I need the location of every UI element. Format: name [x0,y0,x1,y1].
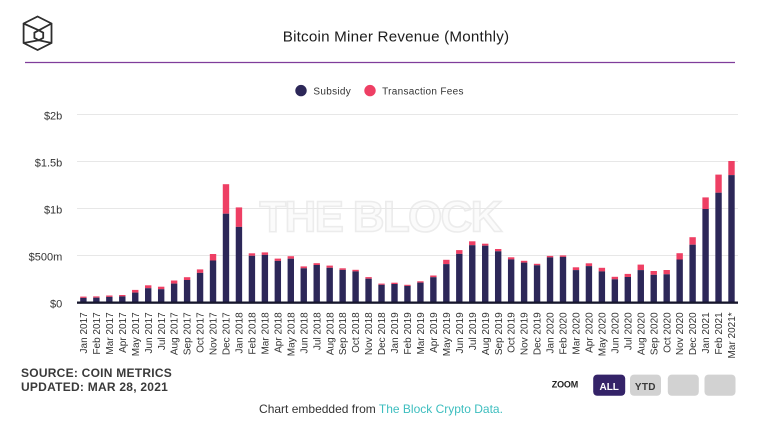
svg-text:Dec 2017: Dec 2017 [222,312,233,355]
svg-text:Jun 2017: Jun 2017 [144,312,155,354]
svg-text:YTD: YTD [635,382,656,393]
svg-text:Oct 2017: Oct 2017 [196,312,207,353]
svg-text:Sep 2018: Sep 2018 [338,312,349,355]
svg-text:$500m: $500m [29,252,63,264]
svg-text:Oct 2020: Oct 2020 [662,312,673,353]
svg-text:UPDATED: MAR 28, 2021: UPDATED: MAR 28, 2021 [21,380,168,394]
svg-text:Bitcoin Miner Revenue (Monthly: Bitcoin Miner Revenue (Monthly) [283,29,510,46]
svg-text:Jan 2018: Jan 2018 [235,312,246,354]
svg-text:Oct 2018: Oct 2018 [351,312,362,353]
svg-text:Mar 2021*: Mar 2021* [727,312,738,358]
svg-text:Feb 2018: Feb 2018 [248,312,259,355]
svg-text:Feb 2019: Feb 2019 [403,312,414,355]
svg-text:Feb 2020: Feb 2020 [559,312,570,355]
svg-text:Nov 2019: Nov 2019 [520,312,531,355]
svg-text:$0: $0 [50,299,62,311]
svg-text:Subsidy: Subsidy [313,87,351,98]
svg-text:Oct 2019: Oct 2019 [507,312,518,353]
svg-text:Jan 2019: Jan 2019 [390,312,401,354]
svg-text:Jan 2020: Jan 2020 [546,312,557,354]
svg-text:Apr 2019: Apr 2019 [429,312,440,353]
svg-text:Nov 2017: Nov 2017 [209,312,220,355]
svg-text:Dec 2019: Dec 2019 [533,312,544,355]
svg-text:Jul 2020: Jul 2020 [623,312,634,350]
svg-text:Feb 2021: Feb 2021 [714,312,725,355]
svg-text:Apr 2017: Apr 2017 [118,312,129,353]
svg-text:$1.5b: $1.5b [35,158,63,170]
svg-text:Jul 2018: Jul 2018 [312,312,323,350]
svg-text:Aug 2017: Aug 2017 [170,312,181,355]
svg-text:Transaction Fees: Transaction Fees [382,87,464,98]
svg-text:May 2017: May 2017 [131,312,142,356]
svg-text:Jun 2020: Jun 2020 [610,312,621,354]
svg-text:Jan 2021: Jan 2021 [701,312,712,354]
svg-text:Aug 2018: Aug 2018 [325,312,336,355]
svg-text:Sep 2020: Sep 2020 [649,312,660,355]
svg-text:Mar 2019: Mar 2019 [416,312,427,355]
svg-text:Mar 2017: Mar 2017 [105,312,116,355]
svg-text:Nov 2020: Nov 2020 [675,312,686,355]
svg-text:$1b: $1b [44,205,62,217]
svg-text:Jul 2017: Jul 2017 [157,312,168,350]
svg-text:Mar 2018: Mar 2018 [260,312,271,355]
svg-text:ZOOM: ZOOM [552,380,578,390]
svg-text:May 2019: May 2019 [442,312,453,356]
svg-text:May 2018: May 2018 [286,312,297,356]
svg-text:Nov 2018: Nov 2018 [364,312,375,355]
svg-text:Jun 2018: Jun 2018 [299,312,310,354]
svg-text:Jun 2019: Jun 2019 [455,312,466,354]
svg-text:Sep 2019: Sep 2019 [494,312,505,355]
svg-text:THE BLOCK: THE BLOCK [259,193,502,242]
svg-text:Jan 2017: Jan 2017 [79,312,90,354]
svg-text:Aug 2019: Aug 2019 [481,312,492,355]
svg-text:Aug 2020: Aug 2020 [636,312,647,355]
svg-text:May 2020: May 2020 [597,312,608,356]
svg-text:Feb 2017: Feb 2017 [92,312,103,355]
svg-text:Dec 2020: Dec 2020 [688,312,699,355]
svg-text:Chart embedded from The Block: Chart embedded from The Block Crypto Dat… [259,402,503,416]
svg-text:Sep 2017: Sep 2017 [183,312,194,355]
svg-text:SOURCE: COIN METRICS: SOURCE: COIN METRICS [21,366,172,380]
svg-text:Apr 2018: Apr 2018 [273,312,284,353]
svg-text:Mar 2020: Mar 2020 [572,312,583,355]
svg-text:$2b: $2b [44,111,62,123]
svg-text:Apr 2020: Apr 2020 [585,312,596,353]
svg-text:Dec 2018: Dec 2018 [377,312,388,355]
svg-text:Jul 2019: Jul 2019 [468,312,479,350]
svg-text:ALL: ALL [599,382,618,393]
